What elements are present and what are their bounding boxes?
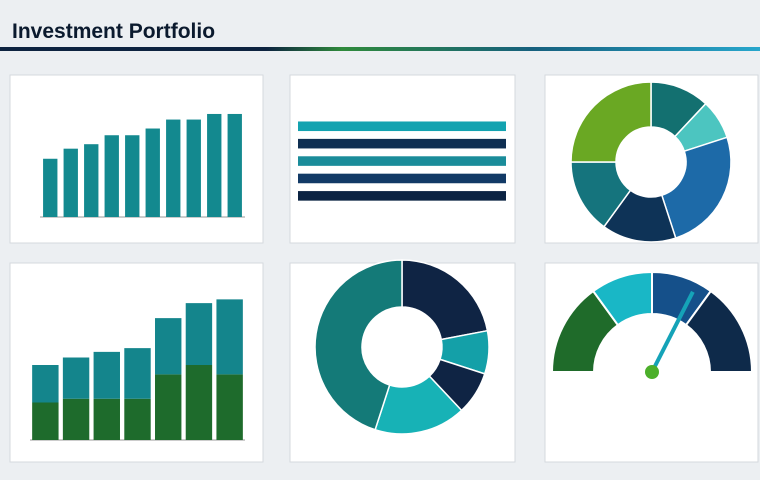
- bar-segment: [62, 357, 90, 399]
- page-title: Investment Portfolio: [12, 20, 215, 43]
- bar-segment: [216, 299, 243, 375]
- bar: [227, 113, 242, 217]
- bar: [186, 119, 201, 217]
- hbar: [298, 191, 506, 201]
- bar: [145, 128, 160, 217]
- hbar: [298, 173, 506, 184]
- header-rule: [0, 47, 760, 51]
- needle-hub: [645, 365, 659, 379]
- bar: [207, 113, 222, 217]
- bar-segment: [32, 365, 59, 403]
- bar-segment: [62, 398, 90, 440]
- bar-segment: [93, 398, 120, 440]
- bar: [84, 144, 99, 217]
- donut-hole: [362, 307, 442, 387]
- needle: [650, 290, 695, 373]
- bar-segment: [124, 348, 151, 399]
- donut-hole: [616, 127, 686, 197]
- bar: [166, 119, 181, 217]
- bar: [125, 135, 140, 217]
- bar-segment: [32, 402, 59, 440]
- bar-segment: [216, 374, 243, 440]
- bar-segment: [93, 351, 120, 399]
- gauge-segment: [684, 289, 754, 373]
- bar-segment: [185, 365, 213, 440]
- bar: [43, 158, 58, 217]
- bar-segment: [124, 398, 151, 440]
- bar: [104, 135, 119, 217]
- bar-segment: [185, 303, 213, 365]
- bar-segment: [155, 374, 182, 440]
- hbar: [298, 138, 506, 149]
- hbar: [298, 121, 506, 132]
- bar-segment: [155, 318, 182, 375]
- bar: [63, 148, 78, 217]
- hbar: [298, 156, 506, 166]
